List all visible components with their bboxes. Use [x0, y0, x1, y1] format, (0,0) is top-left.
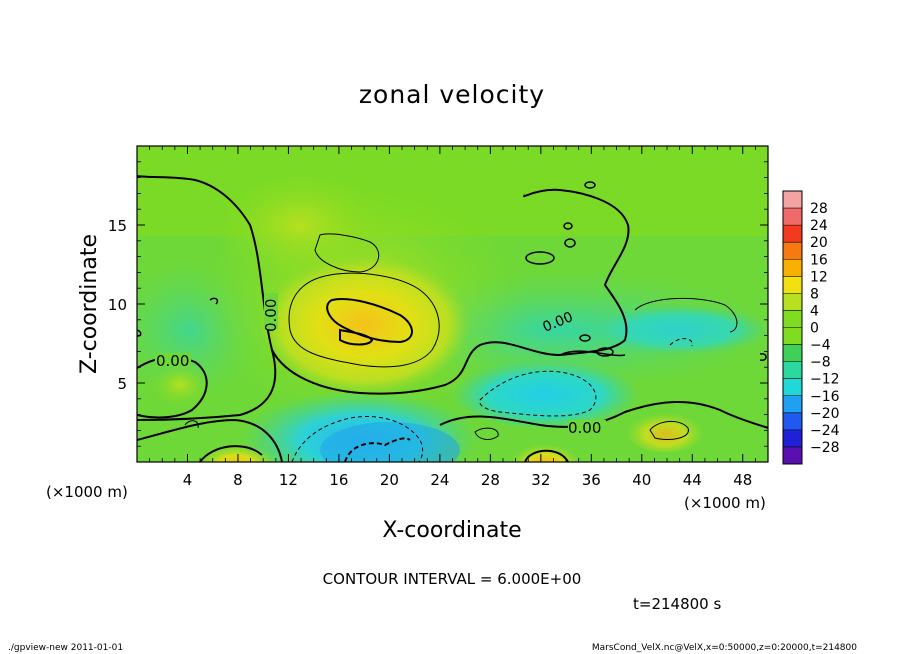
x-tick-label: 40: [632, 471, 651, 489]
colorbar-swatch: [783, 327, 802, 346]
x-tick-label: 24: [430, 471, 449, 489]
colorbar-swatch: [783, 259, 802, 277]
colorbar-label: 24: [810, 218, 828, 234]
colorbar-swatch: [783, 378, 802, 397]
x-tick-label: 12: [279, 471, 298, 489]
colorbar-label: −20: [810, 406, 840, 422]
colorbar-swatch: [783, 361, 802, 380]
x-axis-title: X-coordinate: [382, 518, 521, 543]
time-label: t=214800 s: [633, 595, 721, 613]
colorbar-swatch: [783, 310, 802, 328]
x-unit-label-left: (×1000 m): [46, 483, 128, 501]
x-tick-label: 4: [183, 471, 193, 489]
contour-label: 0.00: [568, 419, 601, 437]
x-axis: 4 8 12 16 20 24 28 32 36 40 44 48: [149, 146, 756, 489]
colorbar-label: 20: [810, 235, 828, 251]
colorbar-label: −8: [810, 355, 831, 371]
x-tick-label: 28: [481, 471, 500, 489]
colorbar-label: 16: [810, 252, 828, 268]
contour-label: 0.00: [262, 299, 280, 332]
colorbar-swatch: [783, 276, 802, 294]
x-tick-label: 16: [329, 471, 348, 489]
colorbar-swatch: [783, 293, 802, 311]
colorbar-swatch: [783, 225, 802, 243]
chart-title: zonal velocity: [359, 80, 545, 109]
colorbar-label: 12: [810, 269, 828, 285]
x-tick-label: 8: [233, 471, 243, 489]
colorbar-swatch: [783, 208, 802, 226]
colorbar-label: −4: [810, 338, 831, 354]
colorbar-swatch: [783, 242, 802, 260]
colorbar-label: −28: [810, 440, 840, 456]
colorbar-label: 8: [810, 286, 819, 302]
colorbar-label: −12: [810, 372, 840, 388]
y-tick-label: 10: [108, 296, 127, 314]
x-tick-label: 44: [683, 471, 702, 489]
colorbar-swatch: [783, 412, 802, 431]
x-unit-label-right: (×1000 m): [684, 494, 766, 512]
footer-right: MarsCond_VelX.nc@VelX,x=0:50000,z=0:2000…: [592, 643, 857, 653]
footer-left: ./gpview-new 2011-01-01: [8, 643, 123, 653]
contour-label: 0.00: [156, 352, 189, 370]
y-axis: 5 10 15: [108, 161, 768, 447]
contour-labels: 0.00 0.00 0.00 0.00: [155, 293, 606, 437]
colorbar-swatch: [783, 344, 802, 363]
colorbar-label: −16: [810, 389, 840, 405]
colorbar-label: 28: [810, 201, 828, 217]
colorbar-swatch: [783, 446, 802, 465]
colorbar-label: −24: [810, 423, 840, 439]
x-tick-label: 20: [380, 471, 399, 489]
x-tick-label: 32: [531, 471, 550, 489]
x-tick-label: 48: [733, 471, 752, 489]
colorbar-swatch: [783, 191, 802, 209]
colorbar-swatch: [783, 429, 802, 448]
heatmap-field: [137, 146, 768, 462]
y-tick-label: 5: [117, 375, 127, 393]
colorbar-swatch: [783, 395, 802, 414]
colorbar-label: 4: [810, 303, 819, 319]
y-axis-title: Z-coordinate: [77, 234, 102, 374]
contour-interval: CONTOUR INTERVAL = 6.000E+00: [323, 570, 582, 588]
colorbar-label: 0: [810, 321, 819, 337]
y-tick-label: 15: [108, 217, 127, 235]
x-tick-label: 36: [582, 471, 601, 489]
